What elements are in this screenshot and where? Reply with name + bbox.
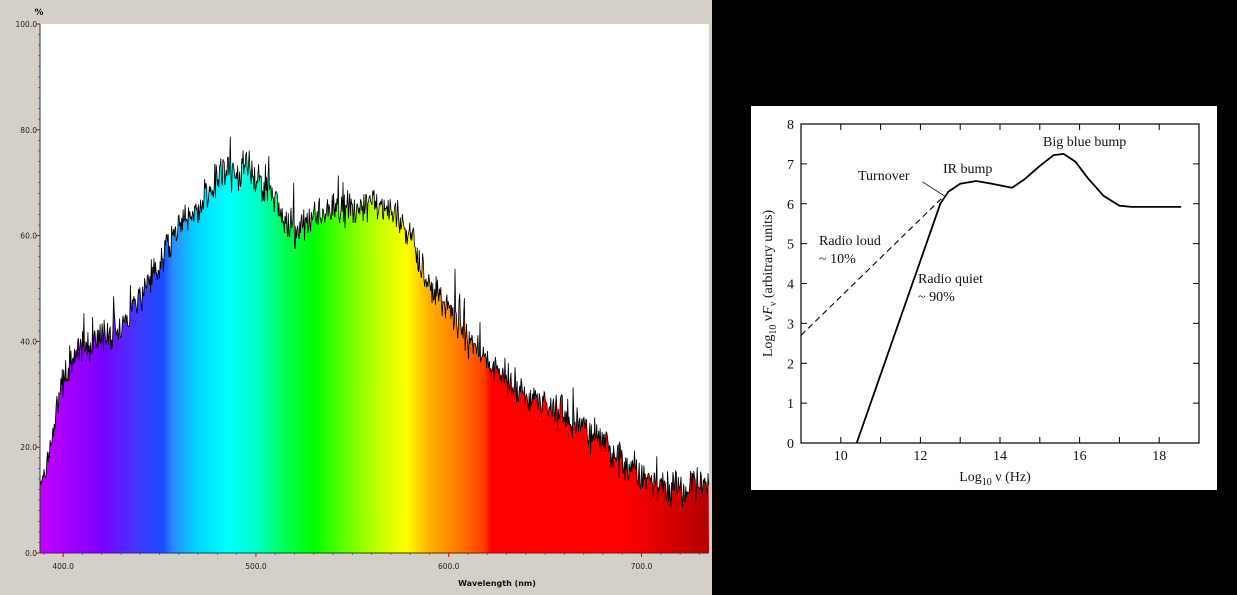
spectrum-y-tick-label: 80.0 xyxy=(20,126,37,135)
sed-y-tick-label: 7 xyxy=(787,158,794,173)
sed-y-tick-label: 6 xyxy=(787,198,794,213)
sed-y-tick-label: 4 xyxy=(787,278,794,293)
radio-loud-label: Radio loud xyxy=(819,234,881,249)
spectrum-y-tick-label: 60.0 xyxy=(20,232,37,241)
sed-x-axis-label: Log10 ν (Hz) xyxy=(959,470,1031,488)
sed-y-tick-label: 5 xyxy=(787,238,794,253)
spectrum-x-tick-label: 600.0 xyxy=(438,562,460,571)
sed-y-tick-label: 3 xyxy=(787,317,794,332)
sed-y-tick-label: 1 xyxy=(787,397,794,412)
sed-figure: 0 1 2 3 4 5 6 7 8 10 12 14 16 18 Big blue bump IR bump… xyxy=(751,106,1217,490)
turnover-pointer-line xyxy=(922,181,945,197)
sed-annotations: Big blue bump IR bump Turnover Radio loud ~ … xyxy=(819,135,1126,305)
sed-x-tick-label: 14 xyxy=(993,449,1007,464)
spectrum-chart: 0.0 20.0 40.0 60.0 80.0 100.0 400.0 500.0 600.0 7… xyxy=(16,8,710,588)
spectrum-y-tick-label: 20.0 xyxy=(20,443,37,452)
spectrum-y-tick-label: 40.0 xyxy=(20,337,37,346)
sed-axis-labels: Log10 ν (Hz) Log10 νFν (arbitrary units) xyxy=(761,210,1031,488)
spectrum-y-tick-label: 0.0 xyxy=(25,549,37,558)
radio-loud-percent: ~ 10% xyxy=(819,252,856,267)
sed-y-tick-label: 0 xyxy=(787,437,794,452)
ir-bump-label: IR bump xyxy=(943,162,992,177)
spectrum-y-tick-label: 100.0 xyxy=(16,20,38,29)
spectrum-y-unit-label: % xyxy=(34,8,43,18)
sed-y-axis-label: Log10 νFν (arbitrary units) xyxy=(761,210,779,358)
spectrum-axes: 0.0 20.0 40.0 60.0 80.0 100.0 400.0 500.0 600.0 7… xyxy=(16,20,709,571)
turnover-label: Turnover xyxy=(858,169,910,184)
spectrum-x-tick-label: 400.0 xyxy=(52,562,74,571)
spectrum-line xyxy=(39,136,710,508)
sed-y-tick-label: 8 xyxy=(787,118,794,133)
spectrum-fill-area xyxy=(40,136,709,553)
radio-loud-dashed-line xyxy=(800,195,945,336)
radio-quiet-percent: ~ 90% xyxy=(918,290,955,305)
spectrum-x-axis-label: Wavelength (nm) xyxy=(458,579,536,588)
sed-x-tick-label: 16 xyxy=(1073,449,1087,464)
spectrum-x-tick-label: 500.0 xyxy=(245,562,267,571)
radio-quiet-sed-curve xyxy=(855,153,1182,444)
radio-quiet-label: Radio quiet xyxy=(918,272,983,287)
sed-x-tick-label: 12 xyxy=(913,449,927,464)
sed-x-tick-label: 18 xyxy=(1152,449,1166,464)
big-blue-bump-label: Big blue bump xyxy=(1043,135,1126,150)
spectrum-window: 0.0 20.0 40.0 60.0 80.0 100.0 400.0 500.0 600.0 7… xyxy=(0,0,712,595)
sed-x-tick-label: 10 xyxy=(834,449,848,464)
sed-y-tick-label: 2 xyxy=(787,357,794,372)
spectrum-x-tick-label: 700.0 xyxy=(631,562,653,571)
